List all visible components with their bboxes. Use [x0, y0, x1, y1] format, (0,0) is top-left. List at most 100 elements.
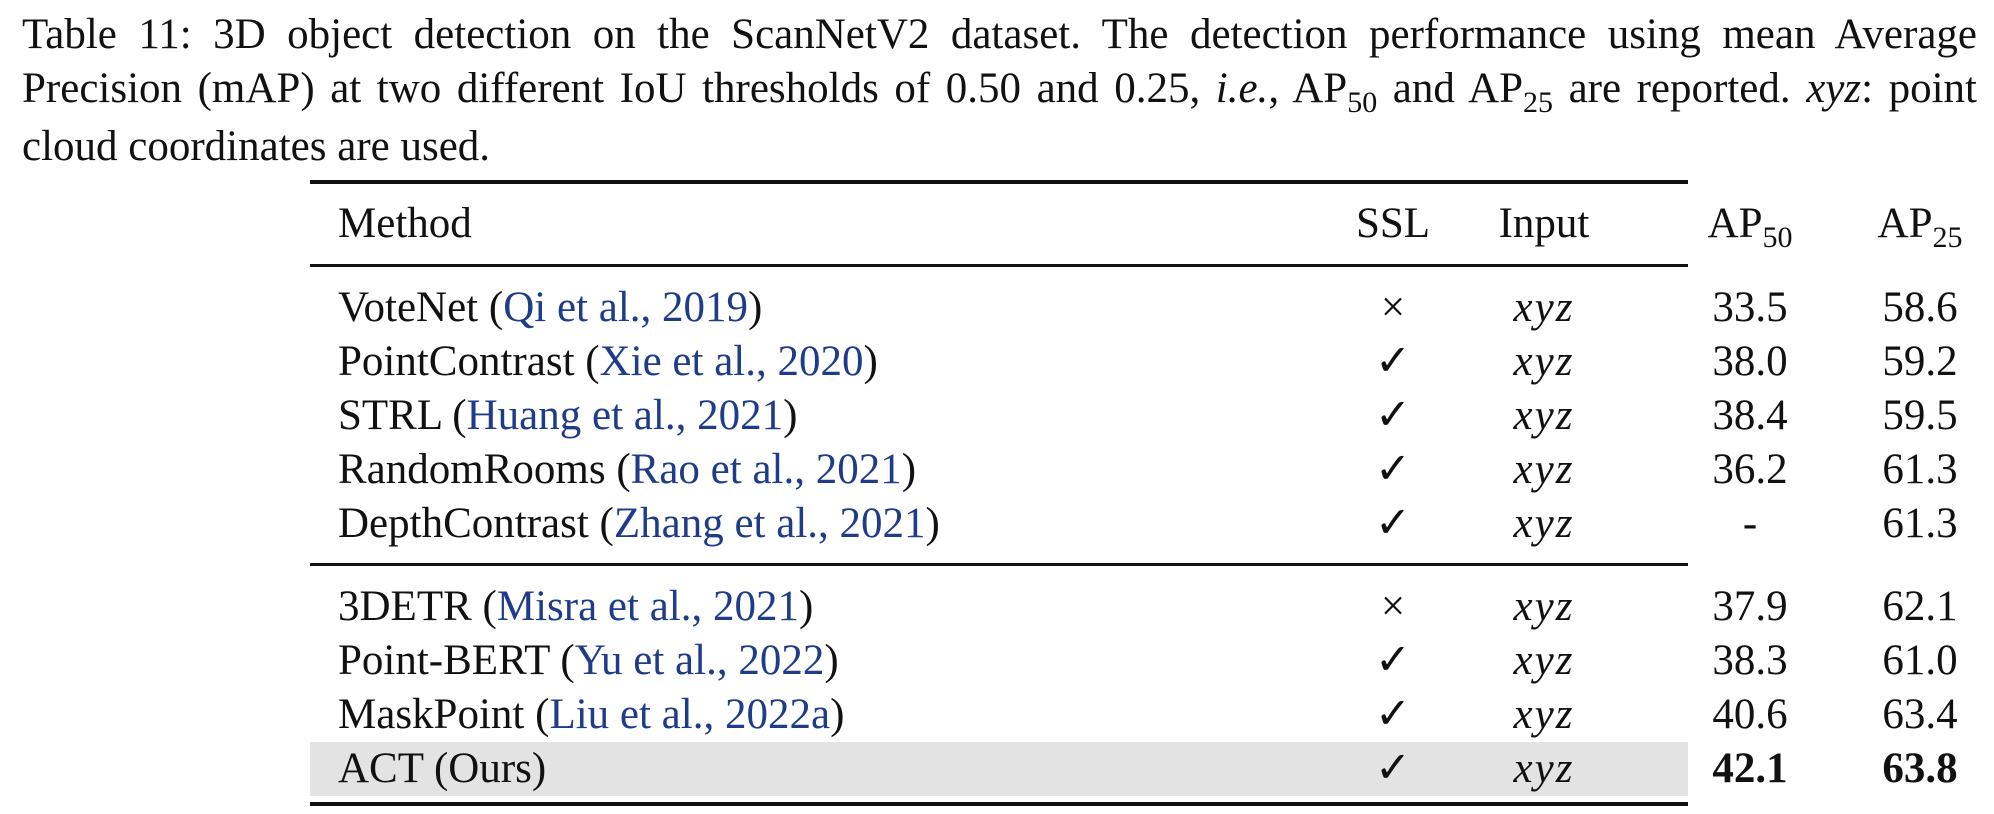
ap25-cell: 61.3	[1882, 446, 1958, 493]
method-cell: DepthContrast (Zhang et al., 2021)	[338, 497, 940, 551]
table-row: RandomRooms (Rao et al., 2021) ✓ xyz 36.2 61…	[310, 443, 1958, 497]
mid-rule	[310, 563, 1688, 566]
ap25-cell: 61.3	[1882, 500, 1958, 547]
bottom-rule	[310, 802, 1688, 806]
citation-link[interactable]: Huang et al., 2021	[466, 392, 784, 439]
method-cell: MaskPoint (Liu et al., 2022a)	[338, 688, 844, 742]
ssl-cell: ✓	[1374, 500, 1412, 547]
ap25-cell: 59.2	[1882, 338, 1958, 385]
method-close: )	[783, 392, 798, 439]
method-close: )	[798, 583, 814, 630]
method-name: Point-BERT (	[338, 637, 575, 684]
ap25-cell: 63.4	[1882, 691, 1958, 738]
header-ap25: AP25	[1850, 184, 1990, 268]
method-close: )	[863, 338, 878, 385]
ssl-cell: ✓	[1374, 446, 1412, 493]
input-cell: xyz	[1513, 745, 1575, 792]
group-self-supervised: VoteNet (Qi et al., 2019) × xyz 33.5 58.6 Poi…	[310, 281, 1958, 551]
method-name: 3DETR (	[338, 583, 497, 630]
ap50-cell: 36.2	[1712, 446, 1788, 493]
method-cell: Point-BERT (Yu et al., 2022)	[338, 634, 839, 688]
ssl-cell: ✓	[1374, 338, 1412, 385]
caption-tail: : point cloud coordinates are used.	[22, 65, 1977, 170]
ssl-cell: ✓	[1374, 745, 1412, 792]
ssl-cell: ×	[1380, 284, 1406, 331]
ap50-cell: 42.1	[1712, 745, 1788, 792]
ap50-cell: 33.5	[1712, 284, 1788, 331]
ap50-cell: 37.9	[1712, 583, 1788, 630]
table-row: 3DETR (Misra et al., 2021) × xyz 37.9 62.1	[310, 580, 1958, 634]
ssl-cell: ✓	[1374, 637, 1412, 684]
results-table: Method SSL Input AP50 AP25 VoteNet (Qi e…	[310, 180, 1962, 806]
ap25-cell: 63.8	[1882, 745, 1958, 792]
citation-link[interactable]: Qi et al., 2019	[503, 284, 749, 331]
citation-link[interactable]: Zhang et al., 2021	[613, 500, 926, 547]
citation-link[interactable]: Liu et al., 2022a	[549, 691, 831, 738]
method-close: )	[925, 500, 940, 547]
table-row: DepthContrast (Zhang et al., 2021) ✓ xyz - 6…	[310, 497, 1958, 551]
citation-link[interactable]: Yu et al., 2022	[574, 637, 825, 684]
citation-link[interactable]: Misra et al., 2021	[496, 583, 799, 630]
header-ssl: SSL	[1355, 200, 1431, 247]
ssl-cell: ✓	[1374, 691, 1412, 738]
method-cell: PointContrast (Xie et al., 2020)	[338, 335, 878, 389]
ap50-cell: 40.6	[1712, 691, 1788, 738]
header-rule	[310, 264, 1688, 267]
ap50-cell: 38.0	[1712, 338, 1788, 385]
caption-reported: are reported.	[1553, 65, 1807, 112]
top-rule	[310, 180, 1688, 184]
table-row: VoteNet (Qi et al., 2019) × xyz 33.5 58.6	[310, 281, 1958, 335]
caption-ap50-label: AP	[1292, 65, 1348, 112]
caption-xyz: xyz	[1806, 65, 1862, 112]
caption-ie: i.e.	[1215, 65, 1269, 112]
method-name: PointContrast (	[338, 338, 600, 385]
caption-ap50-subscript: 50	[1347, 86, 1378, 119]
caption-text: Table 11: 3D object detection on the Sca…	[22, 11, 1977, 112]
table-row: PointContrast (Xie et al., 2020) ✓ xyz 38.0…	[310, 335, 1958, 389]
ap50-cell: 38.3	[1712, 637, 1788, 684]
header-ap50: AP50	[1680, 184, 1820, 268]
header-ap50-subscript: 50	[1762, 221, 1793, 254]
ap50-cell: 38.4	[1712, 392, 1788, 439]
input-cell: xyz	[1513, 446, 1575, 493]
input-cell: xyz	[1513, 583, 1575, 630]
ap25-cell: 59.5	[1882, 392, 1958, 439]
ssl-cell: ✓	[1374, 392, 1412, 439]
header-input: Input	[1498, 200, 1590, 247]
header-row: Method SSL Input AP50 AP25	[310, 184, 1962, 264]
table-row: Point-BERT (Yu et al., 2022) ✓ xyz 38.3 61.0	[310, 634, 1958, 688]
table-row-ours: ACT (Ours) ✓ xyz 42.1 63.8	[310, 742, 1958, 796]
ap25-cell: 62.1	[1882, 583, 1958, 630]
input-cell: xyz	[1513, 637, 1575, 684]
method-name: MaskPoint (	[338, 691, 550, 738]
ssl-cell: ×	[1380, 583, 1406, 630]
method-close: )	[748, 284, 763, 331]
caption-ap25-subscript: 25	[1523, 86, 1554, 119]
group-transformer: 3DETR (Misra et al., 2021) × xyz 37.9 62.1 Po…	[310, 580, 1958, 742]
header-ap25-subscript: 25	[1932, 221, 1963, 254]
caption-and: and	[1377, 65, 1469, 112]
ap25-cell: 61.0	[1882, 637, 1958, 684]
header-ap50-label: AP	[1707, 200, 1763, 247]
ap50-cell: -	[1742, 500, 1758, 547]
caption-comma: ,	[1268, 65, 1293, 112]
method-name: STRL (	[338, 392, 467, 439]
citation-link[interactable]: Rao et al., 2021	[630, 446, 902, 493]
caption-ap25-label: AP	[1468, 65, 1524, 112]
header-method: Method	[338, 200, 472, 247]
input-cell: xyz	[1513, 338, 1575, 385]
table-row: MaskPoint (Liu et al., 2022a) ✓ xyz 40.6 63.…	[310, 688, 1958, 742]
method-close: )	[824, 637, 839, 684]
citation-link[interactable]: Xie et al., 2020	[599, 338, 864, 385]
method-name: DepthContrast (	[338, 500, 614, 547]
method-cell: STRL (Huang et al., 2021)	[338, 389, 797, 443]
table-row: STRL (Huang et al., 2021) ✓ xyz 38.4 59.5	[310, 389, 1958, 443]
method-close: )	[901, 446, 917, 493]
method-cell: RandomRooms (Rao et al., 2021)	[338, 443, 916, 497]
input-cell: xyz	[1513, 500, 1575, 547]
method-cell: VoteNet (Qi et al., 2019)	[338, 281, 762, 335]
method-cell: ACT (Ours)	[338, 745, 547, 792]
header-ap25-label: AP	[1877, 200, 1933, 247]
method-name: RandomRooms (	[338, 446, 631, 493]
input-cell: xyz	[1513, 392, 1575, 439]
